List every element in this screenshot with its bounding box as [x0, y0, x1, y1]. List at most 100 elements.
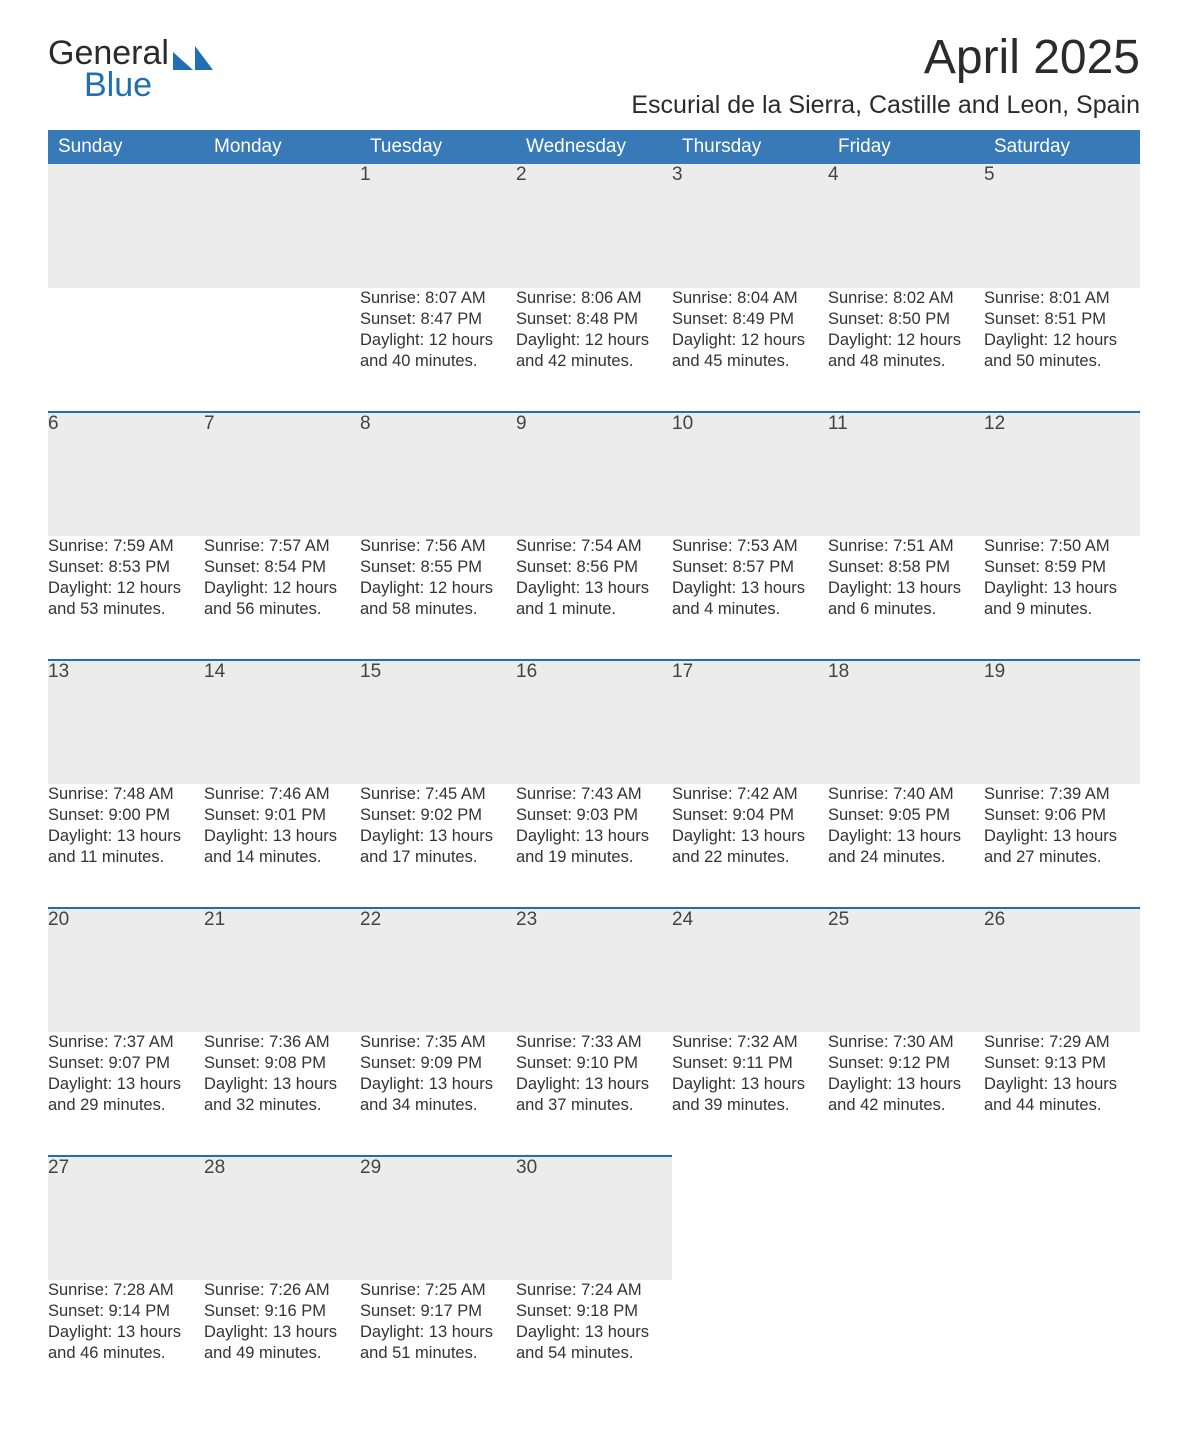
- day-detail-line: Sunset: 8:54 PM: [204, 557, 360, 578]
- day-detail-cell: [204, 288, 360, 412]
- day-detail-line: Sunset: 9:04 PM: [672, 805, 828, 826]
- day-number-cell: 24: [672, 908, 828, 1032]
- day-detail-line: Sunrise: 8:01 AM: [984, 288, 1140, 309]
- day-detail-line: Daylight: 13 hours and 4 minutes.: [672, 578, 828, 620]
- day-number-cell: 9: [516, 412, 672, 536]
- day-detail-cell: [984, 1280, 1140, 1404]
- day-detail-line: Daylight: 13 hours and 24 minutes.: [828, 826, 984, 868]
- day-detail-line: Daylight: 13 hours and 46 minutes.: [48, 1322, 204, 1364]
- day-detail-line: Daylight: 13 hours and 49 minutes.: [204, 1322, 360, 1364]
- week-number-row: 27282930: [48, 1156, 1140, 1280]
- day-detail-cell: Sunrise: 7:53 AMSunset: 8:57 PMDaylight:…: [672, 536, 828, 660]
- day-detail-line: Sunset: 9:03 PM: [516, 805, 672, 826]
- day-of-week-header: Saturday: [984, 130, 1140, 164]
- day-detail-cell: [48, 288, 204, 412]
- day-detail-line: Daylight: 13 hours and 39 minutes.: [672, 1074, 828, 1116]
- day-number-cell: [672, 1156, 828, 1280]
- day-detail-line: Sunset: 8:53 PM: [48, 557, 204, 578]
- day-of-week-header-row: SundayMondayTuesdayWednesdayThursdayFrid…: [48, 130, 1140, 164]
- day-detail-line: Sunset: 9:17 PM: [360, 1301, 516, 1322]
- day-detail-cell: Sunrise: 7:25 AMSunset: 9:17 PMDaylight:…: [360, 1280, 516, 1404]
- day-detail-line: Sunset: 9:13 PM: [984, 1053, 1140, 1074]
- day-number-cell: 18: [828, 660, 984, 784]
- day-detail-cell: Sunrise: 7:36 AMSunset: 9:08 PMDaylight:…: [204, 1032, 360, 1156]
- week-detail-row: Sunrise: 8:07 AMSunset: 8:47 PMDaylight:…: [48, 288, 1140, 412]
- day-detail-line: Daylight: 13 hours and 19 minutes.: [516, 826, 672, 868]
- day-number-cell: 22: [360, 908, 516, 1032]
- day-of-week-header: Tuesday: [360, 130, 516, 164]
- day-detail-line: Sunset: 8:55 PM: [360, 557, 516, 578]
- day-number-cell: 16: [516, 660, 672, 784]
- day-detail-line: Sunrise: 8:02 AM: [828, 288, 984, 309]
- day-number-cell: [48, 164, 204, 288]
- day-detail-line: Sunrise: 7:48 AM: [48, 784, 204, 805]
- day-detail-cell: Sunrise: 8:01 AMSunset: 8:51 PMDaylight:…: [984, 288, 1140, 412]
- day-detail-cell: Sunrise: 8:04 AMSunset: 8:49 PMDaylight:…: [672, 288, 828, 412]
- day-detail-cell: [828, 1280, 984, 1404]
- title-block: April 2025 Escurial de la Sierra, Castil…: [631, 30, 1140, 130]
- day-detail-line: Sunset: 8:56 PM: [516, 557, 672, 578]
- day-detail-cell: Sunrise: 7:54 AMSunset: 8:56 PMDaylight:…: [516, 536, 672, 660]
- day-detail-line: Sunrise: 7:26 AM: [204, 1280, 360, 1301]
- day-detail-line: Sunset: 9:14 PM: [48, 1301, 204, 1322]
- day-detail-line: Sunrise: 7:51 AM: [828, 536, 984, 557]
- day-number-cell: 21: [204, 908, 360, 1032]
- day-number-cell: 29: [360, 1156, 516, 1280]
- day-number-cell: 17: [672, 660, 828, 784]
- day-detail-line: Sunrise: 7:24 AM: [516, 1280, 672, 1301]
- day-number-cell: 19: [984, 660, 1140, 784]
- day-detail-line: Sunset: 9:10 PM: [516, 1053, 672, 1074]
- day-detail-cell: Sunrise: 7:43 AMSunset: 9:03 PMDaylight:…: [516, 784, 672, 908]
- day-detail-line: Sunset: 8:49 PM: [672, 309, 828, 330]
- day-number-cell: 12: [984, 412, 1140, 536]
- day-detail-cell: Sunrise: 7:51 AMSunset: 8:58 PMDaylight:…: [828, 536, 984, 660]
- day-detail-line: Daylight: 13 hours and 37 minutes.: [516, 1074, 672, 1116]
- day-detail-line: Sunset: 8:58 PM: [828, 557, 984, 578]
- day-detail-line: Sunrise: 8:04 AM: [672, 288, 828, 309]
- day-number-cell: 3: [672, 164, 828, 288]
- day-detail-line: Daylight: 13 hours and 32 minutes.: [204, 1074, 360, 1116]
- day-number-cell: [828, 1156, 984, 1280]
- calendar-table: SundayMondayTuesdayWednesdayThursdayFrid…: [48, 130, 1140, 1404]
- day-detail-line: Sunset: 9:16 PM: [204, 1301, 360, 1322]
- day-detail-line: Daylight: 13 hours and 6 minutes.: [828, 578, 984, 620]
- day-detail-line: Sunrise: 7:30 AM: [828, 1032, 984, 1053]
- day-number-cell: 27: [48, 1156, 204, 1280]
- day-detail-line: Sunrise: 7:54 AM: [516, 536, 672, 557]
- header-bar: General Blue April 2025 Escurial de la S…: [48, 30, 1140, 130]
- day-detail-line: Sunset: 9:05 PM: [828, 805, 984, 826]
- day-number-cell: 28: [204, 1156, 360, 1280]
- day-detail-line: Sunset: 9:01 PM: [204, 805, 360, 826]
- day-detail-cell: Sunrise: 7:42 AMSunset: 9:04 PMDaylight:…: [672, 784, 828, 908]
- day-number-cell: 5: [984, 164, 1140, 288]
- day-detail-line: Sunrise: 7:39 AM: [984, 784, 1140, 805]
- day-detail-line: Sunset: 9:08 PM: [204, 1053, 360, 1074]
- day-detail-cell: Sunrise: 7:40 AMSunset: 9:05 PMDaylight:…: [828, 784, 984, 908]
- day-detail-line: Daylight: 13 hours and 54 minutes.: [516, 1322, 672, 1364]
- day-detail-line: Sunset: 8:59 PM: [984, 557, 1140, 578]
- day-detail-line: Daylight: 13 hours and 14 minutes.: [204, 826, 360, 868]
- day-detail-cell: Sunrise: 8:02 AMSunset: 8:50 PMDaylight:…: [828, 288, 984, 412]
- day-detail-line: Daylight: 13 hours and 42 minutes.: [828, 1074, 984, 1116]
- day-number-cell: 7: [204, 412, 360, 536]
- day-detail-line: Daylight: 13 hours and 11 minutes.: [48, 826, 204, 868]
- day-detail-cell: Sunrise: 7:39 AMSunset: 9:06 PMDaylight:…: [984, 784, 1140, 908]
- calendar-document: General Blue April 2025 Escurial de la S…: [0, 0, 1188, 1444]
- day-detail-line: Daylight: 12 hours and 50 minutes.: [984, 330, 1140, 372]
- day-detail-cell: Sunrise: 7:57 AMSunset: 8:54 PMDaylight:…: [204, 536, 360, 660]
- day-detail-line: Daylight: 13 hours and 44 minutes.: [984, 1074, 1140, 1116]
- day-of-week-header: Monday: [204, 130, 360, 164]
- day-number-cell: 26: [984, 908, 1140, 1032]
- day-detail-line: Sunrise: 8:06 AM: [516, 288, 672, 309]
- day-detail-line: Sunrise: 7:53 AM: [672, 536, 828, 557]
- location-subtitle: Escurial de la Sierra, Castille and Leon…: [631, 91, 1140, 120]
- week-detail-row: Sunrise: 7:28 AMSunset: 9:14 PMDaylight:…: [48, 1280, 1140, 1404]
- day-detail-cell: Sunrise: 7:59 AMSunset: 8:53 PMDaylight:…: [48, 536, 204, 660]
- brand-word-1: General: [48, 36, 169, 70]
- day-number-cell: 10: [672, 412, 828, 536]
- day-detail-line: Sunset: 9:11 PM: [672, 1053, 828, 1074]
- day-number-cell: 14: [204, 660, 360, 784]
- day-detail-cell: Sunrise: 7:46 AMSunset: 9:01 PMDaylight:…: [204, 784, 360, 908]
- week-number-row: 20212223242526: [48, 908, 1140, 1032]
- day-detail-line: Sunrise: 7:59 AM: [48, 536, 204, 557]
